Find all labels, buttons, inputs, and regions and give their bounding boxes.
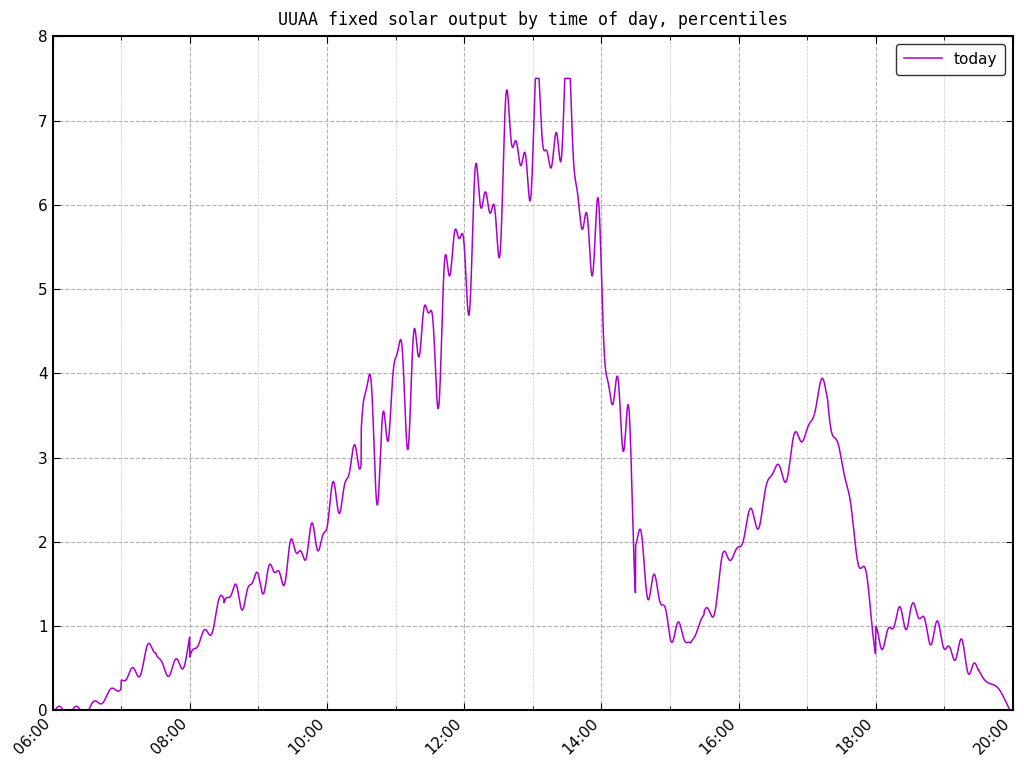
Line: today: today <box>52 78 1013 710</box>
today <box>963 670 975 679</box>
today <box>570 183 583 192</box>
today <box>364 369 376 379</box>
today <box>529 74 542 83</box>
today <box>46 706 58 715</box>
Legend: today: today <box>896 44 1006 75</box>
today <box>1007 706 1019 715</box>
today <box>502 89 514 98</box>
today <box>867 638 880 647</box>
Title: UUAA fixed solar output by time of day, percentiles: UUAA fixed solar output by time of day, … <box>278 11 787 29</box>
today <box>691 627 703 636</box>
